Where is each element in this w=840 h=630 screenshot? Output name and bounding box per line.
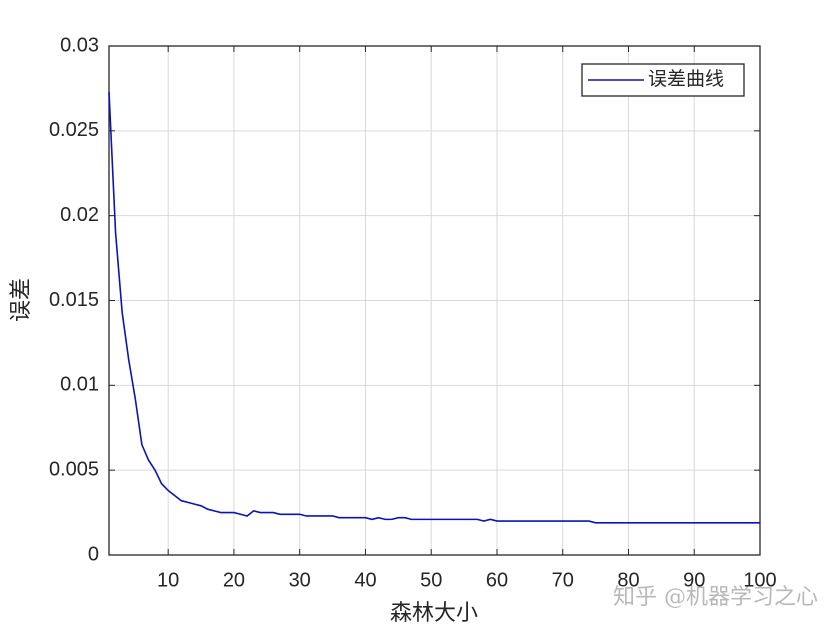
y-tick-label: 0.005 [49,458,99,480]
x-tick-label: 40 [354,569,376,591]
x-tick-label: 80 [617,569,639,591]
legend-label: 误差曲线 [648,68,724,90]
axes-box [108,45,761,556]
x-tick-label: 30 [289,569,311,591]
y-tick-label: 0.025 [49,119,99,141]
y-tick-label: 0 [88,543,99,565]
y-axis-label: 误差 [9,278,34,322]
y-tick-label: 0.02 [60,204,99,226]
y-tick-label: 0.01 [60,374,99,396]
y-tick-label: 0.015 [49,289,99,311]
x-tick-label: 50 [420,569,442,591]
x-axis-label: 森林大小 [390,601,478,626]
watermark: 知乎 @机器学习之心 [613,585,818,610]
x-tick-label: 90 [683,569,705,591]
x-tick-label: 70 [552,569,574,591]
x-tick-label: 100 [743,569,776,591]
x-tick-label: 20 [223,569,245,591]
data-line [108,91,760,524]
y-tick-label: 0.03 [60,34,99,56]
x-tick-label: 10 [157,569,179,591]
x-tick-label: 60 [486,569,508,591]
